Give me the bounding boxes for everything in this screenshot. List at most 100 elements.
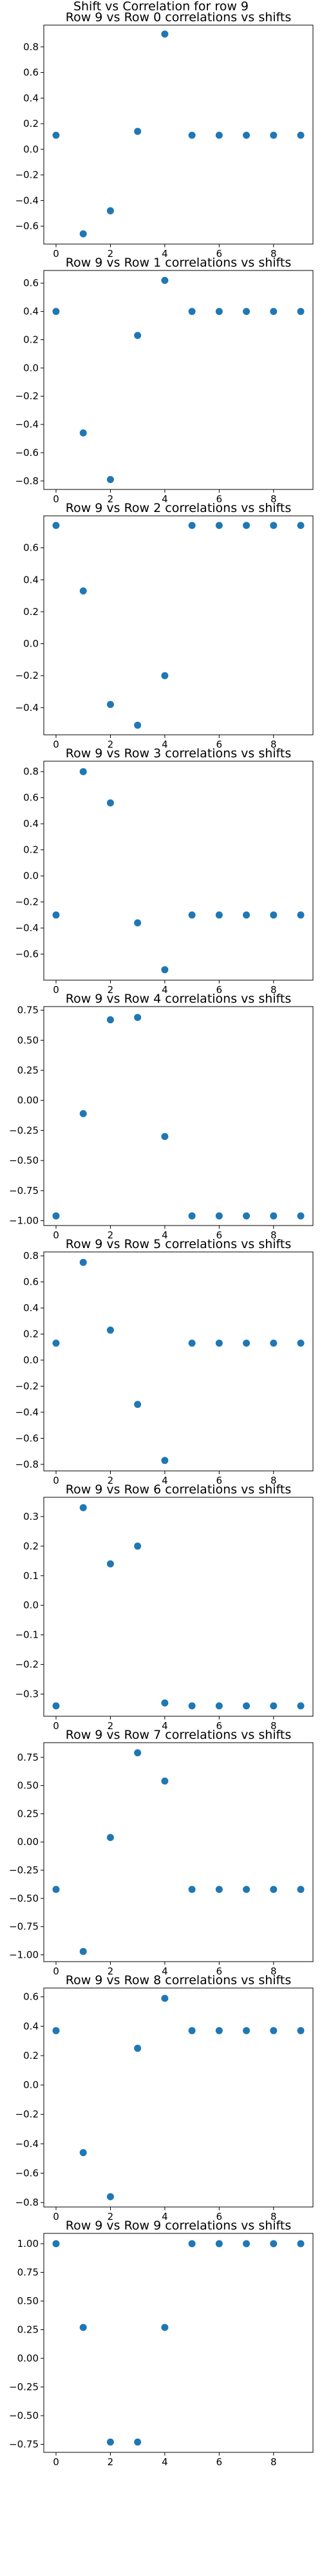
data-point (161, 276, 169, 284)
y-tick-label: −0.75 (9, 1921, 39, 1933)
data-point (297, 911, 305, 919)
y-tick-label: 0.0 (23, 870, 39, 882)
data-point (106, 1560, 114, 1567)
y-tick-label: −1.00 (9, 1215, 39, 1227)
subplot-title: Row 9 vs Row 8 correlations vs shifts (66, 1973, 292, 1987)
y-tick-label: −0.75 (9, 2439, 39, 2450)
data-point (79, 1504, 87, 1511)
data-point (270, 2240, 278, 2248)
data-point (215, 308, 223, 316)
data-point (52, 308, 60, 316)
data-point (270, 1886, 278, 1893)
x-tick-label: 6 (216, 493, 223, 505)
y-tick-label: 0.75 (17, 1752, 39, 1763)
subplot-6: Row 9 vs Row 6 correlations vs shifts 0 2 4… (15, 1482, 314, 1732)
data-point (215, 1212, 223, 1220)
y-tick-label: −0.2 (15, 896, 39, 908)
x-tick-label: 2 (108, 984, 114, 996)
data-point (79, 587, 87, 595)
subplots: Row 9 vs Row 0 correlations vs shifts 0 2 4… (9, 10, 314, 2468)
y-tick-label: −1.00 (9, 1949, 39, 1960)
data-point (106, 1326, 114, 1334)
data-point (134, 1542, 142, 1550)
data-point (243, 308, 251, 316)
x-tick-label: 0 (53, 248, 59, 260)
data-point (270, 1340, 278, 1347)
y-tick-label: 0.0 (23, 638, 39, 650)
subplot-title: Row 9 vs Row 0 correlations vs shifts (66, 10, 292, 24)
y-tick-label: −0.4 (15, 2138, 39, 2150)
y-tick-label: −0.6 (15, 949, 39, 960)
y-tick-label: 0.00 (17, 1095, 39, 1106)
data-point (297, 308, 305, 316)
y-tick-label: −0.75 (9, 1185, 39, 1197)
y-tick-label: −0.4 (15, 419, 39, 430)
data-point (188, 2027, 196, 2034)
y-tick-label: 0.50 (17, 1034, 39, 1046)
data-point (106, 2193, 114, 2201)
axes-frame (43, 761, 314, 981)
y-tick-label: 0.4 (23, 818, 39, 829)
x-tick-label: 4 (162, 2456, 168, 2468)
x-tick-label: 2 (108, 493, 114, 505)
data-point (79, 2324, 87, 2331)
subplot-8: Row 9 vs Row 8 correlations vs shifts 0 2 4… (15, 1973, 314, 2222)
x-tick-label: 0 (53, 1965, 59, 1977)
data-point (134, 128, 142, 135)
y-tick-label: −0.2 (15, 390, 39, 402)
x-tick-label: 2 (108, 2456, 114, 2468)
y-tick-label: 0.25 (17, 2324, 39, 2336)
y-tick-label: 0.4 (23, 2020, 39, 2032)
y-tick-label: −0.50 (9, 2410, 39, 2421)
y-tick-label: 0.75 (17, 2267, 39, 2278)
y-tick-label: −0.6 (15, 2168, 39, 2179)
y-tick-label: 0.8 (23, 766, 39, 777)
y-tick-label: −0.4 (15, 194, 39, 206)
y-tick-label: 0.0 (23, 1600, 39, 1611)
x-tick-label: 8 (270, 1475, 277, 1486)
y-tick-label: 1.00 (17, 2238, 39, 2249)
y-tick-label: −0.8 (15, 1459, 39, 1470)
data-point (79, 230, 87, 238)
data-point (188, 522, 196, 529)
y-tick-label: −0.50 (9, 1893, 39, 1904)
y-tick-label: −0.25 (9, 1124, 39, 1136)
y-tick-label: 0.6 (23, 542, 39, 554)
y-tick-label: 0.3 (23, 1511, 39, 1522)
y-tick-label: 0.6 (23, 1276, 39, 1288)
x-tick-label: 6 (216, 248, 223, 260)
data-point (243, 1340, 251, 1347)
x-tick-label: 2 (108, 2211, 114, 2222)
data-point (79, 1947, 87, 1955)
y-tick-label: 0.4 (23, 1302, 39, 1314)
x-tick-label: 0 (53, 2456, 59, 2468)
data-point (106, 2438, 114, 2446)
y-tick-label: 0.2 (23, 334, 39, 345)
axes-frame (43, 1497, 314, 1717)
data-point (106, 207, 114, 214)
subplot-0: Row 9 vs Row 0 correlations vs shifts 0 2 4… (15, 10, 314, 260)
data-point (134, 2045, 142, 2052)
subplot-7: Row 9 vs Row 7 correlations vs shifts 0 2 4… (9, 1728, 314, 1977)
x-tick-label: 2 (108, 1229, 114, 1241)
x-tick-label: 4 (162, 1475, 168, 1486)
y-tick-label: 0.2 (23, 118, 39, 129)
data-point (188, 308, 196, 316)
y-tick-label: −0.4 (15, 702, 39, 714)
x-tick-label: 2 (108, 1720, 114, 1732)
axes-frame (43, 1006, 314, 1226)
data-point (270, 1212, 278, 1220)
y-tick-label: −0.25 (9, 1864, 39, 1876)
y-tick-label: 0.2 (23, 1329, 39, 1340)
subplot-title: Row 9 vs Row 1 correlations vs shifts (66, 256, 292, 270)
y-tick-label: 0.0 (23, 1354, 39, 1366)
x-tick-label: 6 (216, 1720, 223, 1732)
y-tick-label: 0.00 (17, 2353, 39, 2364)
x-tick-label: 4 (162, 739, 168, 750)
subplot-2: Row 9 vs Row 2 correlations vs shifts 0 2 4… (15, 501, 314, 750)
subplot-title: Row 9 vs Row 4 correlations vs shifts (66, 992, 292, 1006)
data-point (188, 131, 196, 139)
axes-frame (43, 1742, 314, 1962)
axes-frame (43, 24, 314, 245)
y-tick-label: −0.1 (15, 1629, 39, 1641)
